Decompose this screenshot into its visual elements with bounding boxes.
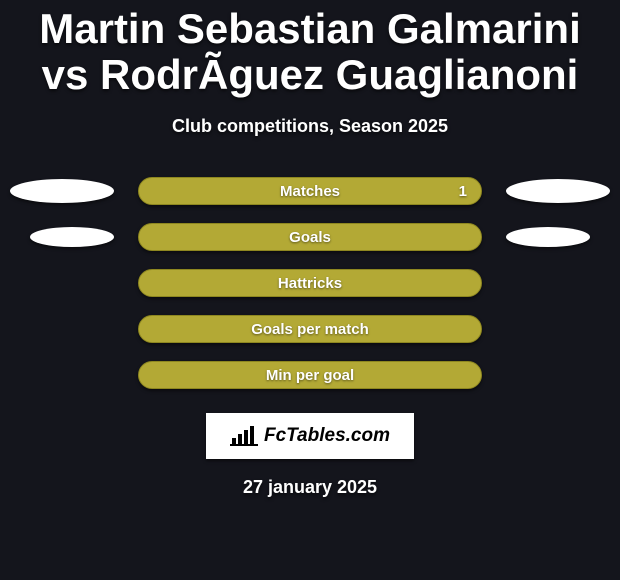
left-player-marker	[10, 179, 114, 203]
brand-badge: FcTables.com	[206, 413, 414, 459]
stat-row-matches: Matches 1	[0, 177, 620, 205]
stat-label: Min per goal	[266, 367, 354, 384]
stat-row-goals-per-match: Goals per match	[0, 315, 620, 343]
footer-date: 27 january 2025	[243, 477, 377, 498]
brand-prefix: Fc	[264, 425, 286, 446]
right-player-marker	[506, 227, 590, 247]
page-subtitle: Club competitions, Season 2025	[172, 116, 448, 137]
stat-pill: Min per goal	[138, 361, 482, 389]
left-player-marker	[30, 227, 114, 247]
stat-row-hattricks: Hattricks	[0, 269, 620, 297]
stat-label: Hattricks	[278, 275, 342, 292]
brand-text: FcTables.com	[264, 425, 390, 447]
stat-pill: Matches 1	[138, 177, 482, 205]
stats-section: Matches 1 Goals Hattricks	[0, 177, 620, 389]
stat-label: Goals per match	[251, 321, 369, 338]
brand-suffix: .com	[346, 425, 390, 446]
page-title: Martin Sebastian Galmarini vs RodrÃ­guez…	[0, 6, 620, 98]
stat-pill: Goals	[138, 223, 482, 251]
right-player-marker	[506, 179, 610, 203]
stat-pill: Goals per match	[138, 315, 482, 343]
stat-row-min-per-goal: Min per goal	[0, 361, 620, 389]
brand-mid: Tables	[286, 425, 346, 446]
stat-row-goals: Goals	[0, 223, 620, 251]
stat-pill: Hattricks	[138, 269, 482, 297]
bar-chart-icon	[230, 426, 258, 446]
stat-label: Goals	[289, 229, 331, 246]
content-wrapper: Martin Sebastian Galmarini vs RodrÃ­guez…	[0, 0, 620, 580]
stat-value-right: 1	[459, 183, 467, 200]
stat-label: Matches	[280, 183, 340, 200]
